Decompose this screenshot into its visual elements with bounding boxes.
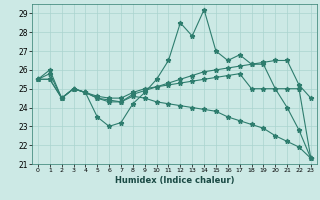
X-axis label: Humidex (Indice chaleur): Humidex (Indice chaleur)	[115, 176, 234, 185]
